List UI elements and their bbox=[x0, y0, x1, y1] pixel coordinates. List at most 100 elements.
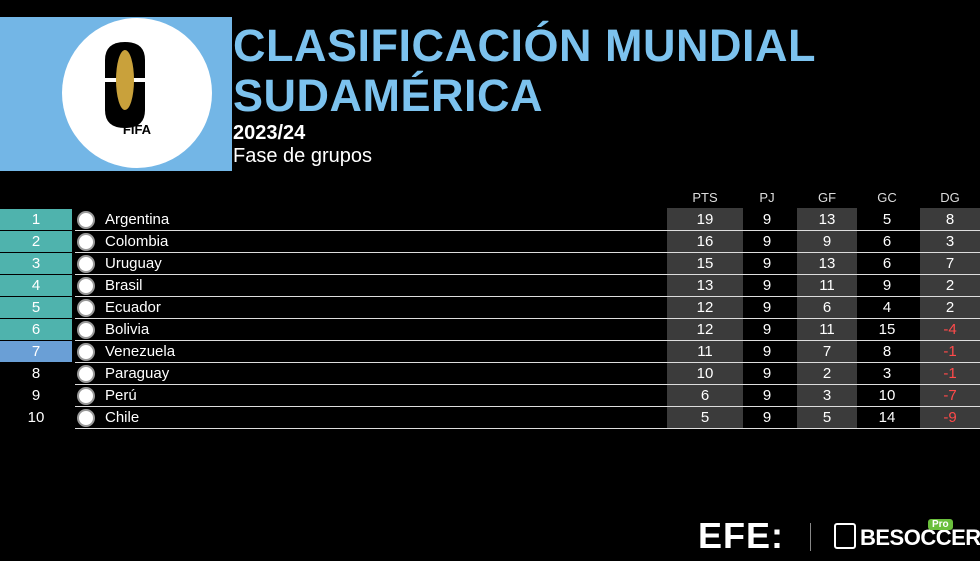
stat: 13 bbox=[696, 277, 714, 294]
flag bbox=[77, 343, 95, 361]
stat: 8 bbox=[945, 211, 955, 228]
stat: 3 bbox=[882, 365, 892, 382]
column-header: GF bbox=[817, 190, 837, 205]
rank: 2 bbox=[0, 231, 72, 252]
logo-mark bbox=[105, 42, 145, 128]
stat: 2 bbox=[945, 299, 955, 316]
table-row: 1 Argentina 19 9 13 5 8 bbox=[0, 209, 980, 231]
stat: 9 bbox=[762, 277, 772, 294]
stat: -9 bbox=[943, 409, 957, 426]
table-row: 3 Uruguay 15 9 13 6 7 bbox=[0, 253, 980, 275]
stat: 15 bbox=[696, 255, 714, 272]
logo-text: FIFA bbox=[122, 122, 152, 137]
stat: 6 bbox=[822, 299, 832, 316]
stat: 5 bbox=[822, 409, 832, 426]
stat: 10 bbox=[696, 365, 714, 382]
table-row: 8 Paraguay 10 9 2 3 -1 bbox=[0, 363, 980, 385]
stat: -1 bbox=[943, 343, 957, 360]
row-rule bbox=[75, 318, 980, 319]
stat: 11 bbox=[819, 321, 835, 338]
stat: 9 bbox=[822, 233, 832, 250]
stat: 5 bbox=[700, 409, 710, 426]
pro-badge: Pro bbox=[928, 519, 953, 530]
phase: Fase de grupos bbox=[233, 145, 372, 167]
stat: 9 bbox=[762, 233, 772, 250]
row-rule bbox=[75, 230, 980, 231]
stat: 3 bbox=[822, 387, 832, 404]
table-row: 2 Colombia 16 9 9 6 3 bbox=[0, 231, 980, 253]
team-name: Paraguay bbox=[105, 365, 170, 382]
team-name: Venezuela bbox=[105, 343, 176, 360]
column-header: PJ bbox=[759, 190, 775, 205]
stat: 9 bbox=[762, 211, 772, 228]
stat: 11 bbox=[819, 277, 835, 294]
flag bbox=[77, 409, 95, 427]
table-row: 6 Bolivia 12 9 11 15 -4 bbox=[0, 319, 980, 341]
table-row: 7 Venezuela 11 9 7 8 -1 bbox=[0, 341, 980, 363]
season: 2023/24 bbox=[233, 122, 306, 144]
column-header: GC bbox=[877, 190, 897, 205]
besoccer-logo: BESOCCER bbox=[860, 525, 980, 550]
stat: 4 bbox=[882, 299, 892, 316]
stat: 12 bbox=[696, 321, 714, 338]
stat: 14 bbox=[878, 409, 896, 426]
row-rule bbox=[75, 428, 980, 429]
team-name: Colombia bbox=[105, 233, 169, 250]
table-row: 5 Ecuador 12 9 6 4 2 bbox=[0, 297, 980, 319]
row-rule bbox=[75, 384, 980, 385]
row-rule bbox=[75, 406, 980, 407]
column-header: DG bbox=[940, 190, 960, 205]
table-row: 9 Perú 6 9 3 10 -7 bbox=[0, 385, 980, 407]
stat: 5 bbox=[882, 211, 892, 228]
stat: -1 bbox=[943, 365, 957, 382]
stat: 2 bbox=[945, 277, 955, 294]
team-name: Brasil bbox=[105, 277, 143, 294]
stat: 13 bbox=[818, 211, 836, 228]
stat: 11 bbox=[697, 343, 713, 360]
column-header: PTS bbox=[692, 190, 718, 205]
team-name: Argentina bbox=[105, 211, 170, 228]
stat: 9 bbox=[762, 365, 772, 382]
team-name: Ecuador bbox=[105, 299, 161, 316]
rank: 3 bbox=[0, 253, 72, 274]
flag bbox=[77, 321, 95, 339]
rank: 5 bbox=[0, 297, 72, 318]
team-name: Perú bbox=[105, 387, 137, 404]
row-rule bbox=[75, 252, 980, 253]
stat: 9 bbox=[762, 255, 772, 272]
row-rule bbox=[75, 362, 980, 363]
stat: 6 bbox=[882, 255, 892, 272]
stat: 15 bbox=[878, 321, 896, 338]
stat: 6 bbox=[700, 387, 710, 404]
rank: 7 bbox=[0, 341, 72, 362]
flag bbox=[77, 277, 95, 295]
stat: 9 bbox=[762, 299, 772, 316]
stat: 9 bbox=[762, 343, 772, 360]
table-row: 4 Brasil 13 9 11 9 2 bbox=[0, 275, 980, 297]
row-rule bbox=[75, 340, 980, 341]
rank: 1 bbox=[0, 209, 72, 230]
rank: 8 bbox=[31, 365, 41, 382]
stat: 9 bbox=[762, 387, 772, 404]
row-rule bbox=[75, 296, 980, 297]
flag bbox=[77, 211, 95, 229]
team-name: Chile bbox=[105, 409, 140, 426]
flag bbox=[77, 299, 95, 317]
team-name: Uruguay bbox=[105, 255, 162, 272]
rank: 6 bbox=[0, 319, 72, 340]
rank: 9 bbox=[31, 387, 41, 404]
divider bbox=[810, 523, 811, 551]
team-name: Bolivia bbox=[105, 321, 150, 338]
stat: -7 bbox=[943, 387, 957, 404]
flag bbox=[77, 233, 95, 251]
title: SUDAMÉRICA bbox=[233, 70, 544, 121]
stat: 19 bbox=[696, 211, 714, 228]
flag bbox=[77, 387, 95, 405]
stat: 2 bbox=[822, 365, 832, 382]
flag bbox=[77, 255, 95, 273]
table-row: 10 Chile 5 9 5 14 -9 bbox=[0, 407, 980, 429]
rank: 4 bbox=[0, 275, 72, 296]
stat: 9 bbox=[882, 277, 892, 294]
stat: 6 bbox=[882, 233, 892, 250]
stat: 13 bbox=[818, 255, 836, 272]
